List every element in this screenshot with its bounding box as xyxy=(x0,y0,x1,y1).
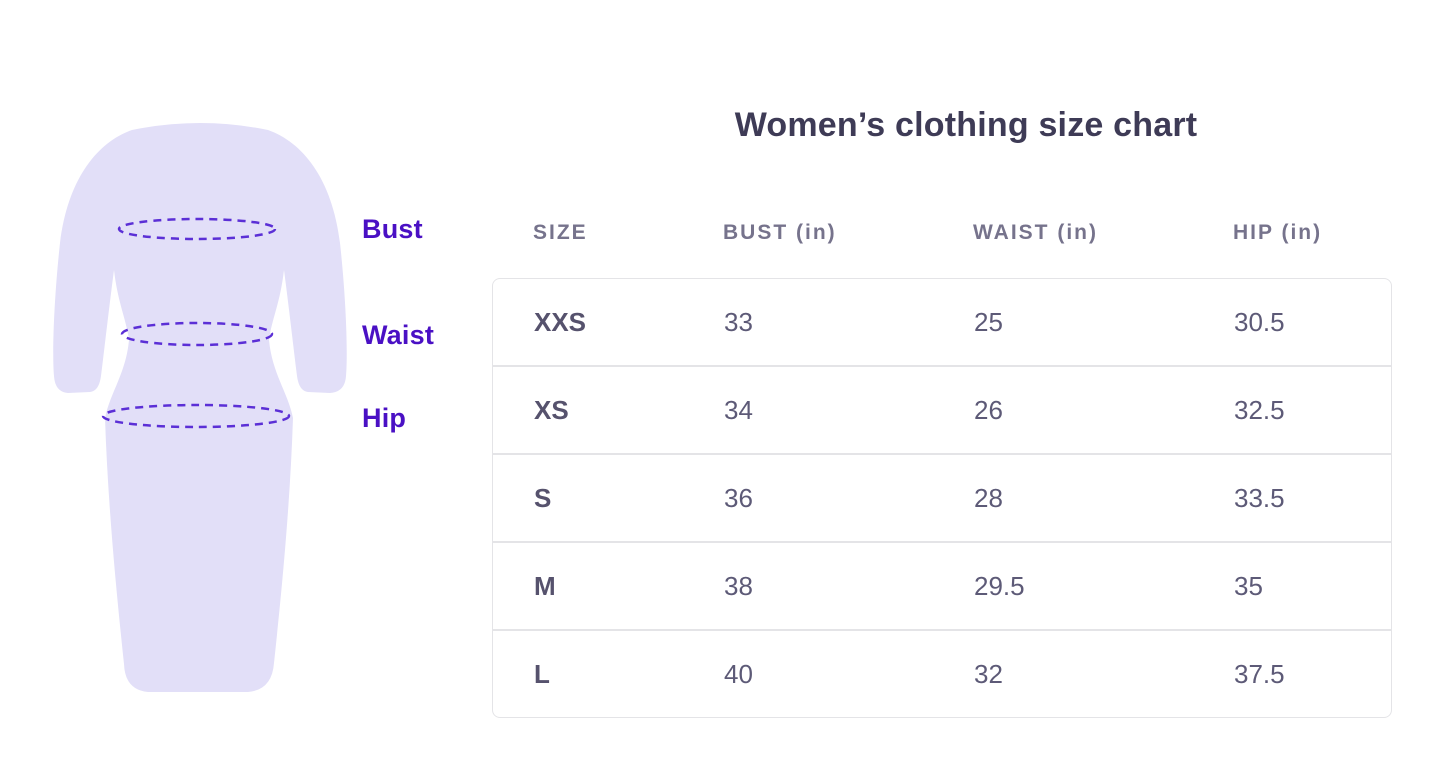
bust-label: Bust xyxy=(362,214,423,244)
cell-waist: 25 xyxy=(974,306,1003,337)
table-row: L 40 32 37.5 xyxy=(492,630,1392,718)
dress-illustration xyxy=(53,123,347,692)
waist-measure-ellipse xyxy=(120,321,274,347)
table-row: XS 34 26 32.5 xyxy=(492,366,1392,454)
cell-hip: 32.5 xyxy=(1234,394,1285,425)
cell-hip: 30.5 xyxy=(1234,306,1285,337)
cell-size: XXS xyxy=(534,306,587,337)
table-header: SIZE BUST (in) WAIST (in) HIP (in) xyxy=(492,219,1392,247)
cell-hip: 33.5 xyxy=(1234,482,1285,513)
table-row: M 38 29.5 35 xyxy=(492,542,1392,630)
cell-bust: 38 xyxy=(724,570,753,601)
dress-silhouette xyxy=(53,123,347,692)
hip-measure-ellipse xyxy=(101,403,291,429)
waist-label: Waist xyxy=(362,320,435,350)
cell-bust: 34 xyxy=(724,394,753,425)
cell-size: M xyxy=(534,570,556,601)
cell-waist: 29.5 xyxy=(974,570,1025,601)
hip-label: Hip xyxy=(362,403,407,433)
table-row: XXS 33 25 30.5 xyxy=(492,278,1392,366)
cell-size: L xyxy=(534,658,550,689)
table-row: S 36 28 33.5 xyxy=(492,454,1392,542)
column-header-waist: WAIST (in) xyxy=(973,221,1098,244)
cell-size: S xyxy=(534,482,552,513)
cell-bust: 33 xyxy=(724,306,753,337)
size-table: XXS 33 25 30.5 XS 34 26 32.5 S 36 28 33.… xyxy=(492,278,1392,718)
cell-bust: 36 xyxy=(724,482,753,513)
column-header-size: SIZE xyxy=(533,221,588,244)
cell-hip: 37.5 xyxy=(1234,658,1285,689)
cell-waist: 28 xyxy=(974,482,1003,513)
cell-bust: 40 xyxy=(724,658,753,689)
column-header-hip: HIP (in) xyxy=(1233,221,1323,244)
cell-size: XS xyxy=(534,394,569,425)
cell-hip: 35 xyxy=(1234,570,1263,601)
column-header-bust: BUST (in) xyxy=(723,221,837,244)
cell-waist: 26 xyxy=(974,394,1003,425)
bust-measure-ellipse xyxy=(117,217,277,241)
page-title: Women’s clothing size chart xyxy=(734,106,1198,144)
cell-waist: 32 xyxy=(974,658,1003,689)
